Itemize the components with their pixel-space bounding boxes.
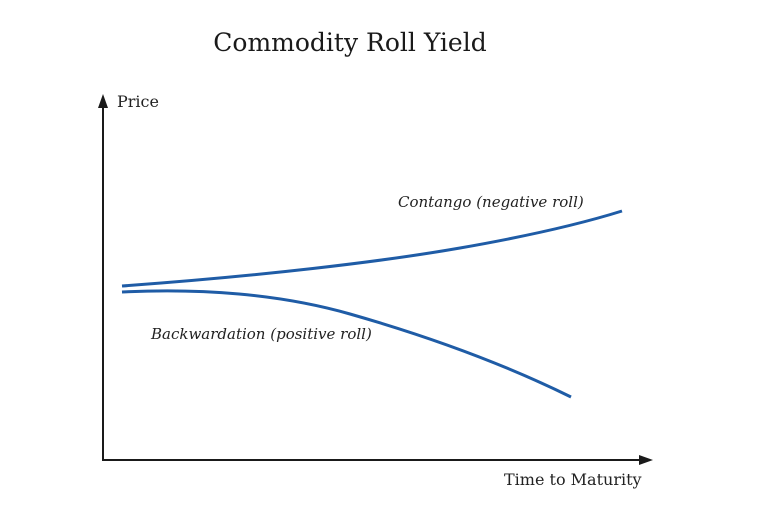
contango-curve bbox=[121, 209, 623, 288]
backwardation-label: Backwardation (positive roll) bbox=[151, 325, 372, 343]
backwardation-curve bbox=[121, 289, 572, 399]
y-axis-arrow-icon bbox=[98, 94, 108, 108]
y-axis-label: Price bbox=[117, 92, 159, 111]
x-axis-arrow-icon bbox=[639, 455, 653, 465]
contango-label: Contango (negative roll) bbox=[398, 193, 584, 211]
diagram-title: Commodity Roll Yield bbox=[213, 28, 487, 57]
x-axis-label: Time to Maturity bbox=[504, 470, 642, 489]
